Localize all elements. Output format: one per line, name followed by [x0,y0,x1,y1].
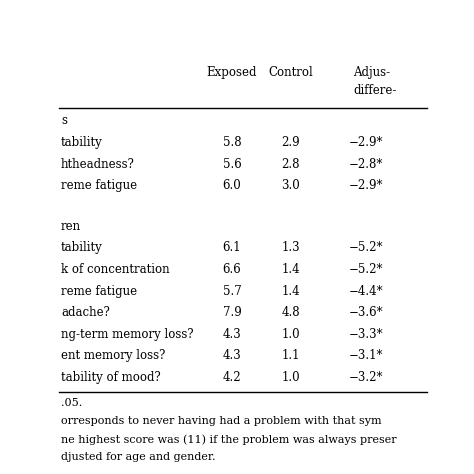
Text: −3.2*: −3.2* [349,371,383,383]
Text: 5.6: 5.6 [222,157,241,171]
Text: −3.6*: −3.6* [349,306,383,319]
Text: 4.3: 4.3 [222,328,241,341]
Text: −5.2*: −5.2* [349,241,383,255]
Text: 6.1: 6.1 [223,241,241,255]
Text: ne highest score was (11) if the problem was always preser: ne highest score was (11) if the problem… [61,434,397,445]
Text: 1.1: 1.1 [282,349,300,362]
Text: −4.4*: −4.4* [349,284,383,298]
Text: −5.2*: −5.2* [349,263,383,276]
Text: 4.2: 4.2 [223,371,241,383]
Text: tability: tability [61,241,103,255]
Text: −3.3*: −3.3* [349,328,383,341]
Text: −2.8*: −2.8* [349,157,383,171]
Text: −2.9*: −2.9* [349,179,383,192]
Text: 1.0: 1.0 [282,371,300,383]
Text: 1.3: 1.3 [282,241,300,255]
Text: 6.6: 6.6 [222,263,241,276]
Text: 3.0: 3.0 [281,179,300,192]
Text: 2.9: 2.9 [282,136,300,149]
Text: ent memory loss?: ent memory loss? [61,349,165,362]
Text: reme fatigue: reme fatigue [61,179,137,192]
Text: ren: ren [61,220,81,233]
Text: adache?: adache? [61,306,110,319]
Text: s: s [61,114,67,128]
Text: htheadness?: htheadness? [61,157,135,171]
Text: 6.0: 6.0 [222,179,241,192]
Text: reme fatigue: reme fatigue [61,284,137,298]
Text: 7.9: 7.9 [222,306,241,319]
Text: Exposed: Exposed [207,66,257,79]
Text: k of concentration: k of concentration [61,263,170,276]
Text: 5.7: 5.7 [222,284,241,298]
Text: 2.8: 2.8 [282,157,300,171]
Text: 5.8: 5.8 [223,136,241,149]
Text: 1.4: 1.4 [282,284,300,298]
Text: .05.: .05. [61,398,82,408]
Text: differe-: differe- [353,84,397,97]
Text: Adjus-: Adjus- [353,66,390,79]
Text: Control: Control [268,66,313,79]
Text: tability of mood?: tability of mood? [61,371,161,383]
Text: 4.8: 4.8 [282,306,300,319]
Text: 4.3: 4.3 [222,349,241,362]
Text: ng-term memory loss?: ng-term memory loss? [61,328,194,341]
Text: 1.4: 1.4 [282,263,300,276]
Text: tability: tability [61,136,103,149]
Text: djusted for age and gender.: djusted for age and gender. [61,452,216,462]
Text: 1.0: 1.0 [282,328,300,341]
Text: −2.9*: −2.9* [349,136,383,149]
Text: −3.1*: −3.1* [349,349,383,362]
Text: orresponds to never having had a problem with that sym: orresponds to never having had a problem… [61,416,382,426]
